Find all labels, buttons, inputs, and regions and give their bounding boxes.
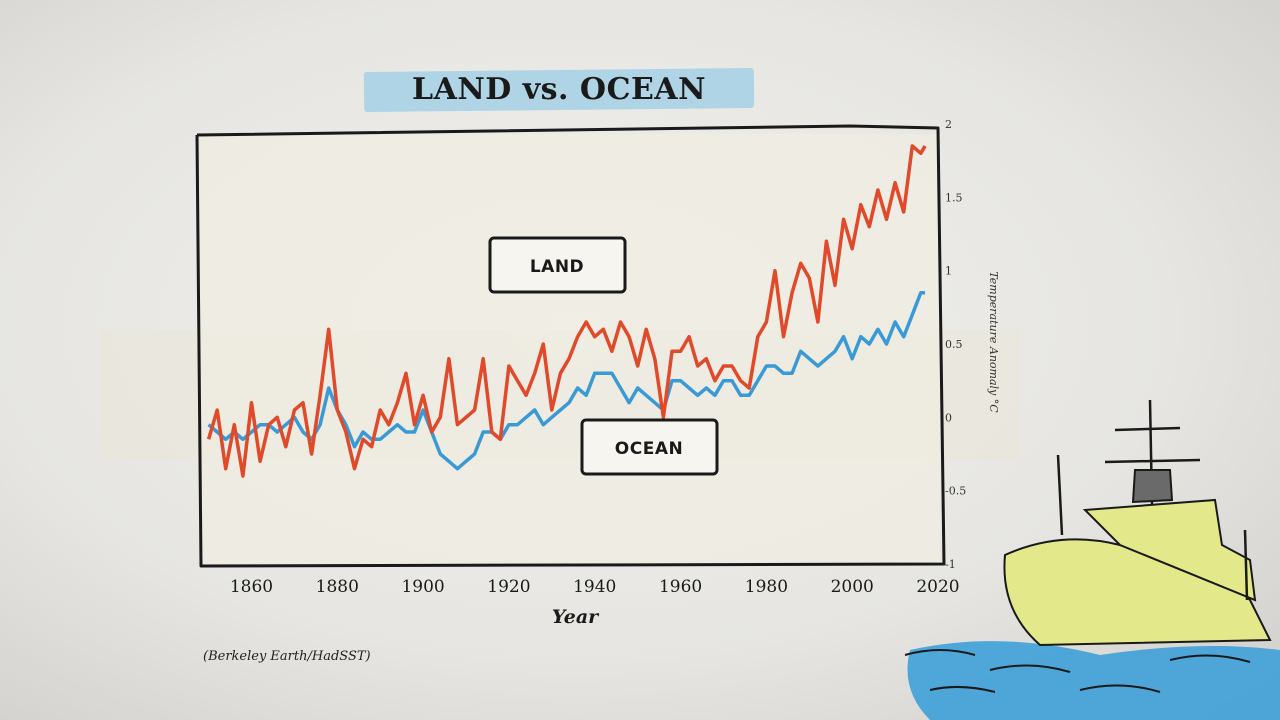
x-axis-title: Year — [552, 606, 600, 628]
y-tick-label: 0.5 — [945, 338, 963, 351]
x-tick-label: 1940 — [573, 577, 616, 597]
x-tick-label: 1880 — [316, 577, 359, 597]
ship-illustration — [904, 399, 1280, 720]
x-tick-labels: 1860 1880 1900 1920 1940 1960 1980 2000 2020 — [230, 577, 960, 597]
series-lines — [206, 144, 927, 478]
ocean-label: OCEAN — [615, 439, 683, 459]
x-tick-label: 1900 — [401, 577, 444, 597]
y-tick-label: 1 — [945, 265, 952, 278]
y-tick-label: -0.5 — [945, 485, 966, 498]
y-tick-label: -1 — [945, 558, 956, 571]
chart-title: LAND vs. OCEAN — [411, 72, 707, 107]
source-note: (Berkeley Earth/HadSST) — [203, 649, 371, 664]
y-tick-label: 0 — [945, 411, 952, 424]
y-axis-title: Temperature Anomaly °C — [987, 271, 1000, 413]
y-tick-label: 1.5 — [945, 191, 963, 204]
x-tick-label: 1920 — [487, 577, 530, 597]
land-label-box: LAND — [488, 236, 627, 294]
ocean-label-box: OCEAN — [580, 418, 719, 476]
x-tick-label: 2000 — [831, 577, 874, 597]
x-tick-label: 2020 — [916, 577, 959, 597]
y-tick-labels: -1 -0.5 0 0.5 1 1.5 2 — [945, 118, 966, 571]
y-tick-label: 2 — [945, 118, 952, 131]
x-tick-label: 1860 — [230, 577, 273, 597]
chart-title-container: LAND vs. OCEAN — [363, 66, 755, 114]
land-series-line — [206, 144, 927, 478]
x-tick-label: 1960 — [659, 577, 702, 597]
plot-background — [200, 134, 940, 564]
land-label: LAND — [530, 257, 584, 277]
x-tick-label: 1980 — [745, 577, 788, 597]
ocean-series-line — [207, 290, 926, 471]
plot-frame — [195, 124, 946, 568]
